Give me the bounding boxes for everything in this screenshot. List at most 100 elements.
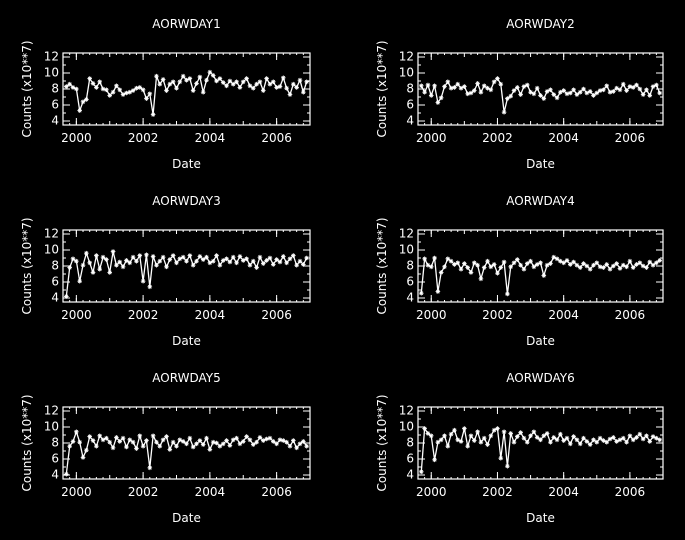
data-point	[157, 259, 162, 264]
data-point	[449, 86, 454, 91]
y-tick-label: 6	[51, 452, 59, 466]
data-point	[188, 253, 193, 258]
data-point	[561, 261, 566, 266]
data-point	[452, 85, 457, 90]
data-point	[455, 82, 460, 87]
data-point	[498, 82, 503, 87]
data-point	[651, 263, 656, 268]
data-point	[198, 254, 203, 259]
data-point	[551, 435, 556, 440]
data-point	[117, 260, 122, 265]
data-point	[502, 110, 507, 115]
data-point	[525, 440, 530, 445]
data-point	[174, 86, 179, 91]
data-point	[432, 458, 437, 463]
y-tick-label: 10	[44, 66, 59, 80]
x-tick-label: 2002	[128, 131, 159, 145]
data-point	[101, 255, 106, 260]
data-point	[121, 265, 126, 270]
data-point	[515, 257, 520, 262]
data-point	[224, 84, 229, 89]
data-point	[238, 442, 243, 447]
data-point	[224, 438, 229, 443]
data-point	[248, 84, 253, 89]
data-point	[254, 265, 259, 270]
data-point	[84, 97, 89, 102]
data-point	[657, 258, 662, 263]
data-point	[522, 267, 527, 272]
data-point	[224, 257, 229, 262]
data-point	[641, 92, 646, 97]
data-point	[97, 80, 102, 85]
data-point	[512, 88, 517, 93]
data-point	[97, 434, 102, 439]
x-tick-label: 2000	[61, 131, 92, 145]
data-point	[298, 259, 303, 264]
data-point	[268, 82, 273, 87]
x-tick-label: 2006	[261, 485, 292, 499]
data-point	[171, 440, 176, 445]
chart-title: AORWDAY3	[152, 194, 220, 208]
data-point	[482, 265, 487, 270]
data-point	[64, 472, 69, 477]
data-point	[439, 438, 444, 443]
data-point	[634, 83, 639, 88]
data-point	[604, 262, 609, 267]
data-point	[628, 84, 633, 89]
data-point	[258, 435, 263, 440]
chart-panel-3: AORWDAY3DateCounts (x10**7)2000 2002 2004 2…	[20, 194, 310, 348]
y-tick-label: 6	[406, 275, 414, 289]
data-point	[628, 434, 633, 439]
data-point	[221, 442, 226, 447]
data-point	[304, 256, 309, 261]
data-point	[542, 434, 547, 439]
data-point	[87, 76, 92, 81]
chart-panel-4: AORWDAY4DateCounts (x10**7)2000 2002 2004 2…	[375, 194, 663, 348]
data-point	[181, 439, 186, 444]
y-tick-label: 6	[51, 98, 59, 112]
data-point	[94, 253, 99, 258]
data-point	[114, 263, 119, 268]
data-point	[214, 79, 219, 84]
data-point	[204, 255, 209, 260]
y-tick-label: 8	[406, 436, 414, 450]
data-point	[578, 90, 583, 95]
data-point	[244, 76, 249, 81]
data-point	[258, 80, 263, 85]
data-point	[264, 258, 269, 263]
data-point	[168, 257, 173, 262]
y-tick-label: 8	[51, 82, 59, 96]
data-point	[419, 84, 424, 89]
data-point	[77, 108, 82, 113]
data-point	[575, 438, 580, 443]
chart-title: AORWDAY4	[506, 194, 574, 208]
data-point	[211, 259, 216, 264]
data-point	[624, 440, 629, 445]
data-point	[228, 443, 233, 448]
data-point	[81, 455, 86, 460]
data-point	[442, 265, 447, 270]
data-point	[278, 438, 283, 443]
data-point	[231, 255, 236, 260]
data-point	[581, 436, 586, 441]
data-point	[594, 261, 599, 266]
data-point	[161, 77, 166, 82]
data-point	[469, 91, 474, 96]
data-point	[81, 100, 86, 105]
data-point	[489, 434, 494, 439]
data-point	[304, 80, 309, 85]
data-point	[505, 292, 510, 297]
data-point	[452, 428, 457, 433]
data-point	[164, 88, 169, 93]
data-point	[614, 261, 619, 266]
data-point	[548, 88, 553, 93]
data-point	[194, 442, 199, 447]
data-point	[465, 265, 470, 270]
data-point	[538, 261, 543, 266]
data-point	[436, 440, 441, 445]
data-point	[131, 255, 136, 260]
data-point	[641, 437, 646, 442]
data-point	[208, 70, 213, 75]
data-point	[214, 253, 219, 258]
data-point	[422, 426, 427, 431]
